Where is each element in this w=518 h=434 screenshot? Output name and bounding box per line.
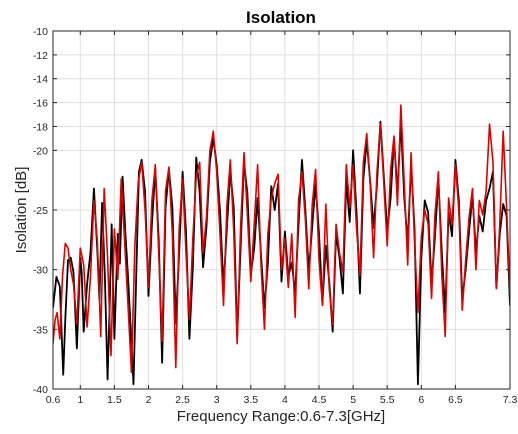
x-tick-label: 3.5 [244,394,259,406]
y-axis-label: Isolation [dB] [13,167,30,254]
x-tick-label: 2 [146,394,152,406]
x-tick-label: 1.5 [107,394,122,406]
x-tick-label: 5.5 [380,394,395,406]
y-tick-label: -30 [33,265,48,277]
x-tick-label: 4 [282,394,288,406]
y-tick-label: -40 [33,384,48,396]
y-tick-label: -16 [33,98,48,110]
series-layer [53,104,510,386]
x-tick-label: 6.5 [448,394,463,406]
y-tick-label: -20 [33,145,48,157]
x-tick-label: 6 [418,394,424,406]
x-tick-label: 1 [77,394,83,406]
x-tick-label: 3 [214,394,220,406]
y-tick-label: -12 [33,50,48,62]
series-line-2 [53,104,510,374]
x-tick-label: 7.3 [503,394,518,406]
y-tick-label: -10 [33,26,48,38]
x-tick-label: 5 [350,394,356,406]
y-tick-label: -14 [33,74,48,86]
x-axis-label: Frequency Range:0.6-7.3[GHz] [177,408,385,425]
chart-title: Isolation [246,8,316,27]
x-tick-label: 4.5 [312,394,327,406]
y-tick-label: -35 [33,324,48,336]
y-tick-label: -25 [33,205,48,217]
tick-layer: 0.6 1 1.5 2 2.5 3 3.5 4 4.5 5 5.5 6 6.5 7.3 -40 -35 -30 -… [33,26,518,406]
x-tick-label: 2.5 [175,394,190,406]
y-tick-label: -18 [33,121,48,133]
x-tick-label: 0.6 [46,394,61,406]
